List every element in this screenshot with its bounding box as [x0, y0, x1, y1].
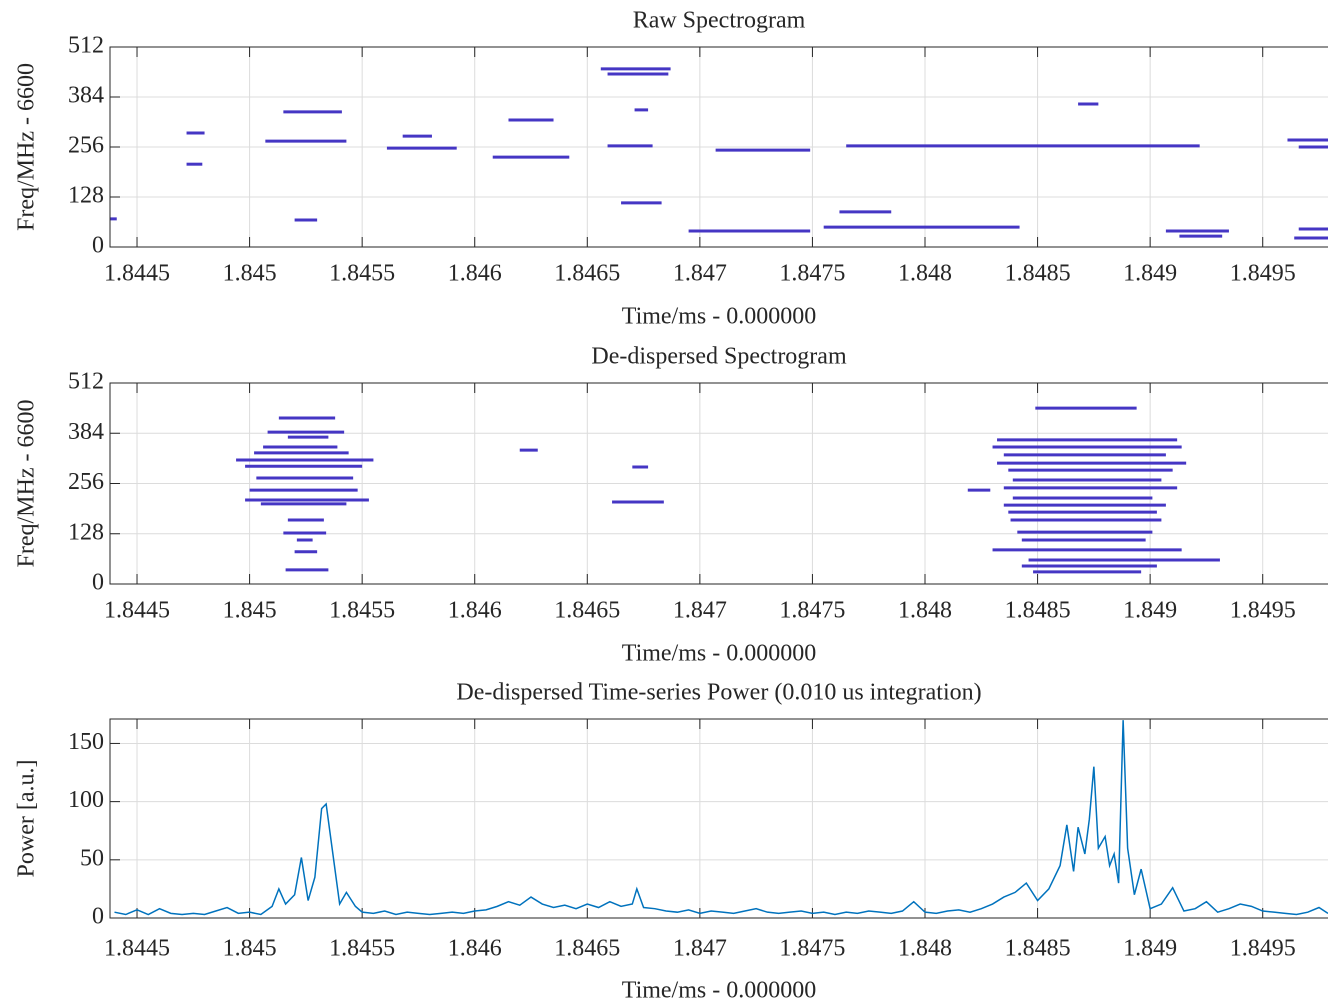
x-tick-label: 1.848 — [898, 598, 952, 624]
chart-title: De-dispersed Time-series Power (0.010 us… — [456, 680, 981, 706]
y-tick-label: 512 — [68, 369, 104, 395]
x-tick-label: 1.846 — [448, 598, 502, 624]
y-tick-label: 384 — [68, 419, 104, 445]
x-tick-label: 1.8455 — [329, 936, 395, 962]
x-axis-label: Time/ms - 0.000000 — [622, 304, 816, 330]
x-tick-label: 1.849 — [1123, 598, 1177, 624]
y-tick-label: 128 — [68, 183, 104, 209]
y-axis-label: Freq/MHz - 6600 — [14, 400, 40, 568]
x-tick-label: 1.848 — [898, 936, 952, 962]
x-axis-label: Time/ms - 0.000000 — [622, 641, 816, 667]
x-tick-label: 1.8495 — [1230, 261, 1296, 287]
x-tick-label: 1.848 — [898, 261, 952, 287]
x-tick-label: 1.847 — [673, 936, 727, 962]
x-tick-label: 1.8455 — [329, 261, 395, 287]
y-tick-label: 150 — [68, 729, 104, 755]
plot-box — [109, 718, 1328, 919]
x-tick-label: 1.8455 — [329, 598, 395, 624]
chart-title: De-dispersed Spectrogram — [591, 344, 847, 370]
y-axis-label: Power [a.u.] — [14, 760, 40, 878]
y-tick-label: 384 — [68, 83, 104, 109]
x-tick-label: 1.849 — [1123, 936, 1177, 962]
x-tick-label: 1.8475 — [779, 261, 845, 287]
y-tick-label: 512 — [68, 33, 104, 59]
y-axis-label: Freq/MHz - 6600 — [14, 63, 40, 231]
x-tick-label: 1.849 — [1123, 261, 1177, 287]
y-tick-label: 256 — [68, 469, 104, 495]
x-tick-label: 1.846 — [448, 261, 502, 287]
x-tick-label: 1.8465 — [554, 261, 620, 287]
chart-title: Raw Spectrogram — [633, 8, 806, 34]
x-tick-label: 1.8445 — [104, 261, 170, 287]
x-tick-label: 1.847 — [673, 598, 727, 624]
x-tick-label: 1.8485 — [1005, 598, 1071, 624]
x-tick-label: 1.846 — [448, 936, 502, 962]
x-tick-label: 1.8485 — [1005, 936, 1071, 962]
x-tick-label: 1.8445 — [104, 598, 170, 624]
y-tick-label: 0 — [92, 904, 104, 930]
y-tick-label: 50 — [80, 845, 104, 871]
y-tick-label: 256 — [68, 133, 104, 159]
x-tick-label: 1.845 — [223, 936, 277, 962]
plot-box — [109, 382, 1328, 585]
x-tick-label: 1.8495 — [1230, 598, 1296, 624]
plot-box — [109, 46, 1328, 248]
x-tick-label: 1.8475 — [779, 936, 845, 962]
power-line — [114, 720, 1328, 916]
x-tick-label: 1.845 — [223, 598, 277, 624]
x-tick-label: 1.8465 — [554, 598, 620, 624]
x-tick-label: 1.8465 — [554, 936, 620, 962]
y-tick-label: 128 — [68, 519, 104, 545]
x-axis-label: Time/ms - 0.000000 — [622, 978, 816, 1004]
y-tick-label: 100 — [68, 787, 104, 813]
y-tick-label: 0 — [92, 570, 104, 596]
x-tick-label: 1.8485 — [1005, 261, 1071, 287]
x-tick-label: 1.847 — [673, 261, 727, 287]
x-tick-label: 1.845 — [223, 261, 277, 287]
x-tick-label: 1.8475 — [779, 598, 845, 624]
x-tick-label: 1.8445 — [104, 936, 170, 962]
x-tick-label: 1.8495 — [1230, 936, 1296, 962]
y-tick-label: 0 — [92, 233, 104, 259]
